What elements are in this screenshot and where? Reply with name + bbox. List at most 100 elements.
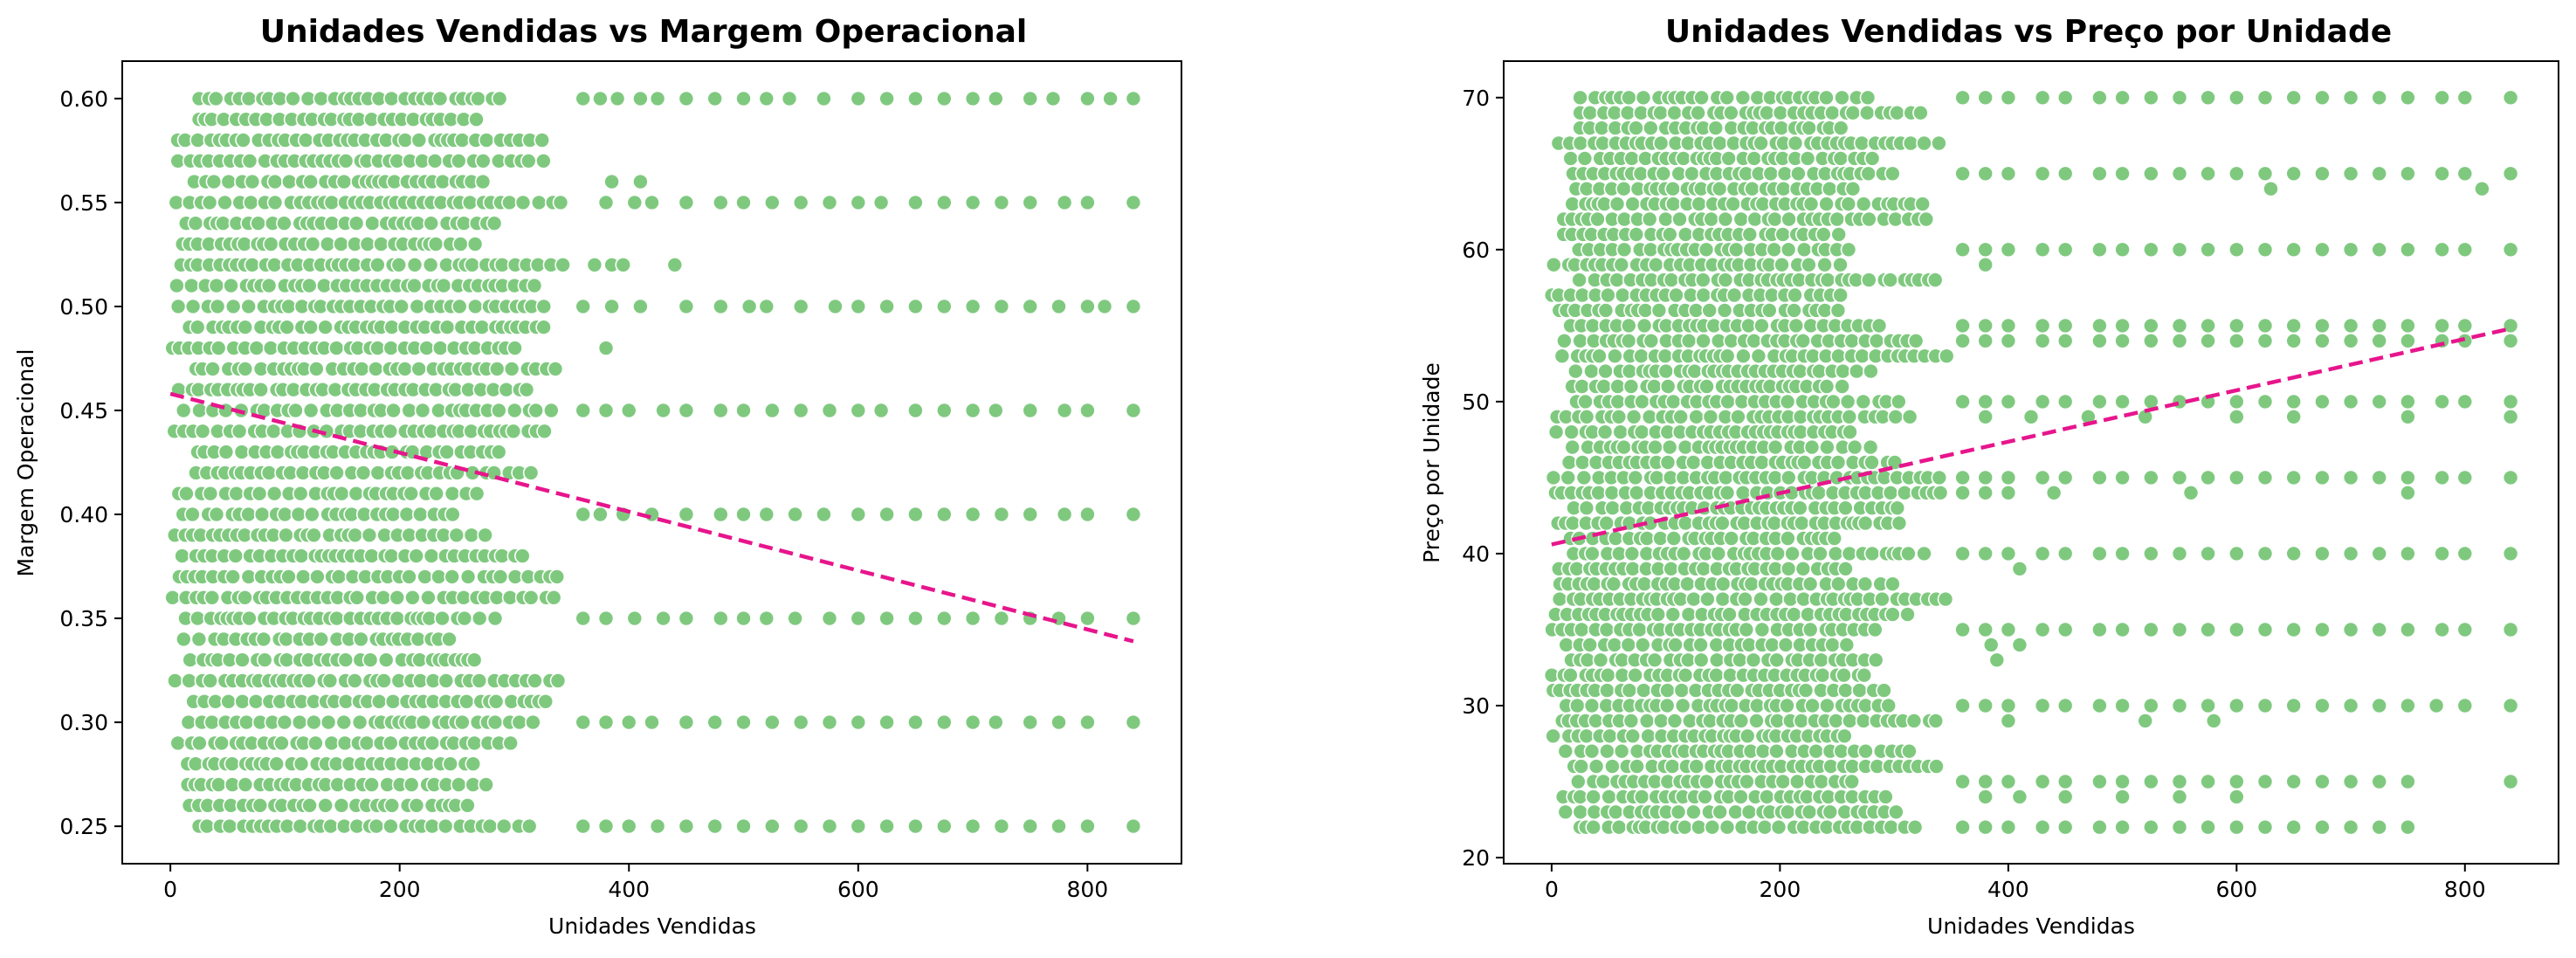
chart-right-data-point bbox=[1560, 469, 1576, 486]
chart-left-data-point bbox=[763, 713, 781, 731]
chart-right-data-point bbox=[1801, 803, 1818, 821]
chart-right-data-point bbox=[1841, 408, 1858, 425]
chart-left-data-point bbox=[228, 485, 245, 502]
chart-right-data-point bbox=[1641, 210, 1658, 228]
chart-right-data-point bbox=[1583, 362, 1600, 380]
chart-left-data-point bbox=[373, 236, 389, 252]
chart-right-data-point bbox=[2285, 697, 2302, 714]
chart-left-data-point bbox=[208, 277, 225, 294]
chart-left-data-point bbox=[1125, 713, 1142, 731]
chart-right-data-point bbox=[1769, 545, 1787, 562]
chart-right-data-point bbox=[2171, 697, 2188, 714]
chart-left-data-point bbox=[712, 194, 729, 211]
chart-right-data-point bbox=[1801, 256, 1817, 273]
chart-right-data-point bbox=[1889, 500, 1906, 517]
chart-right-data-point bbox=[1767, 469, 1784, 486]
chart-right-data-point bbox=[1695, 560, 1712, 577]
chart-right-data-point bbox=[2285, 165, 2302, 183]
chart-left-data-point bbox=[252, 381, 270, 398]
chart-right-data-point bbox=[1627, 666, 1643, 684]
chart-left-data-point bbox=[603, 298, 620, 315]
chart-right-data-point bbox=[1803, 438, 1821, 456]
chart-right-data-point bbox=[2342, 89, 2359, 107]
chart-right-data-point bbox=[1988, 651, 2006, 669]
chart-right-data-point bbox=[1740, 803, 1758, 821]
chart-right-data-point bbox=[1883, 818, 1899, 836]
chart-right-data-point bbox=[1891, 393, 1907, 410]
chart-right-data-point bbox=[1585, 789, 1601, 805]
chart-left-data-point bbox=[240, 90, 258, 107]
chart-right-data-point bbox=[2034, 818, 2051, 836]
chart-right-data-point bbox=[1584, 545, 1601, 562]
chart-right-data-point bbox=[1762, 165, 1780, 183]
chart-left-data-point bbox=[592, 506, 609, 523]
chart-left-data-point bbox=[964, 610, 981, 627]
chart-right-data-point bbox=[1688, 408, 1705, 425]
chart-right-data-point bbox=[1867, 621, 1884, 638]
chart-left-data-point bbox=[450, 153, 467, 169]
chart-left-y-tick-label: 0.40 bbox=[59, 502, 108, 527]
chart-left-data-point bbox=[168, 194, 185, 211]
chart-right-data-point bbox=[2056, 697, 2074, 714]
chart-right-data-point bbox=[2034, 317, 2051, 334]
chart-right-data-point bbox=[1753, 134, 1769, 152]
chart-right-data-point bbox=[2143, 317, 2159, 334]
chart-right-data-point bbox=[2143, 89, 2159, 107]
chart-right-data-point bbox=[1575, 469, 1593, 486]
chart-right-data-point bbox=[2143, 818, 2159, 836]
chart-right-data-point bbox=[1690, 104, 1706, 121]
chart-left-data-point bbox=[461, 194, 479, 211]
chart-right-data-point bbox=[2171, 469, 2188, 486]
chart-left-data-point bbox=[592, 90, 609, 107]
chart-right-data-point bbox=[2143, 773, 2159, 790]
chart-left-data-point bbox=[352, 402, 369, 419]
chart-left-data-point bbox=[655, 610, 672, 627]
chart-right-data-point bbox=[2314, 818, 2331, 836]
chart-left-data-point bbox=[327, 340, 345, 356]
chart-left-data-point bbox=[503, 361, 520, 377]
chart-right-data-point bbox=[2314, 393, 2331, 410]
chart-left-data-point bbox=[317, 796, 334, 814]
chart-right-data-point bbox=[1797, 682, 1815, 699]
chart-right-data-point bbox=[1571, 272, 1588, 288]
chart-right-data-point bbox=[1928, 758, 1945, 775]
chart-left-data-point bbox=[522, 465, 540, 481]
chart-right-data-point bbox=[1777, 637, 1794, 653]
chart-left-data-point bbox=[240, 298, 258, 315]
chart-left-data-point bbox=[527, 402, 545, 419]
chart-right-data-point bbox=[2256, 773, 2274, 790]
chart-right-data-point bbox=[2371, 89, 2387, 107]
chart-left-data-point bbox=[644, 194, 660, 211]
chart-left-data-point bbox=[525, 713, 541, 731]
chart-left-data-point bbox=[337, 153, 355, 169]
chart-right-data-point bbox=[1673, 682, 1691, 699]
chart-left-data-point bbox=[740, 298, 758, 315]
chart-left-data-point bbox=[424, 734, 441, 752]
chart-right-data-point bbox=[1719, 393, 1736, 410]
chart-right-data-point bbox=[1693, 89, 1710, 107]
chart-right-data-point bbox=[1741, 226, 1759, 243]
chart-left-data-point bbox=[382, 734, 399, 752]
chart-right-data-point bbox=[1794, 560, 1812, 577]
chart-right-data-point bbox=[1837, 500, 1854, 517]
chart-left-data-point bbox=[265, 485, 283, 502]
chart-right-data-point bbox=[1588, 758, 1605, 775]
chart-left-data-point bbox=[235, 132, 251, 148]
chart-right-data-point bbox=[1732, 210, 1750, 228]
chart-left-data-point bbox=[471, 672, 488, 689]
chart-right-data-point bbox=[2502, 393, 2519, 410]
chart-right-data-point bbox=[1647, 438, 1663, 456]
chart-right-data-point bbox=[1545, 469, 1562, 486]
chart-left-data-point bbox=[575, 506, 592, 523]
chart-right-data-point bbox=[1609, 393, 1627, 410]
chart-left-data-point bbox=[907, 90, 924, 107]
chart-right-data-point bbox=[2056, 621, 2074, 638]
chart-left-data-point bbox=[758, 610, 775, 627]
chart-left-data-point bbox=[1079, 298, 1096, 315]
chart-left-data-point bbox=[209, 298, 226, 315]
chart-right-data-point bbox=[1766, 514, 1783, 532]
chart-left-data-point bbox=[537, 693, 554, 710]
chart-right-data-point bbox=[1592, 651, 1609, 669]
chart-right-y-tick-label: 40 bbox=[1462, 541, 1490, 567]
chart-left-data-point bbox=[280, 298, 297, 315]
